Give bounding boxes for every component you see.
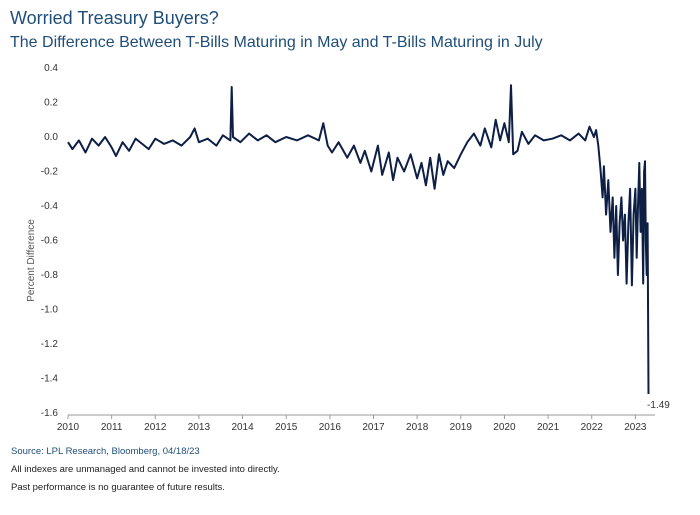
disclaimer-performance: Past performance is no guarantee of futu… xyxy=(11,482,225,493)
y-tick-label: -1.6 xyxy=(41,408,59,419)
y-tick-label: -1.0 xyxy=(41,305,59,316)
x-tick-label: 2020 xyxy=(493,422,516,433)
y-tick-label: 0.2 xyxy=(44,98,58,109)
x-tick-label: 2022 xyxy=(581,422,604,433)
y-tick-label: -0.4 xyxy=(41,201,59,212)
source-note: Source: LPL Research, Bloomberg, 04/18/2… xyxy=(11,446,200,457)
chart-title: Worried Treasury Buyers? xyxy=(10,8,219,28)
y-tick-label: 0.0 xyxy=(44,132,58,143)
x-tick-label: 2015 xyxy=(275,422,298,433)
x-tick-label: 2010 xyxy=(57,422,80,433)
x-tick-label: 2021 xyxy=(537,422,560,433)
chart-subtitle: The Difference Between T-Bills Maturing … xyxy=(10,34,543,51)
x-tick-label: 2023 xyxy=(624,422,647,433)
disclaimer-indexes: All indexes are unmanaged and cannot be … xyxy=(11,464,280,475)
y-axis-label: Percent Difference xyxy=(26,219,37,302)
y-tick-label: -1.2 xyxy=(41,339,59,350)
y-tick-label: -0.2 xyxy=(41,167,59,178)
x-tick-label: 2017 xyxy=(362,422,385,433)
x-tick-label: 2018 xyxy=(406,422,429,433)
x-tick-label: 2016 xyxy=(319,422,342,433)
line-chart: 0.4 0.2 0.0 -0.2 -0.4 -0.6 -0.8 -1.0 -1.2 -1.4 -1.… xyxy=(26,63,670,433)
y-tick-label: -1.4 xyxy=(41,374,59,385)
x-tick-label: 2013 xyxy=(188,422,211,433)
x-tick-label: 2011 xyxy=(101,422,123,433)
y-tick-label: -0.6 xyxy=(41,236,59,247)
series-line xyxy=(67,84,650,395)
x-tick-label: 2019 xyxy=(450,422,473,433)
x-tick-label: 2014 xyxy=(231,422,254,433)
x-tick-label: 2012 xyxy=(144,422,167,433)
y-tick-label: 0.4 xyxy=(44,63,58,74)
min-value-label: -1.49 xyxy=(647,400,670,411)
y-tick-label: -0.8 xyxy=(41,270,59,281)
